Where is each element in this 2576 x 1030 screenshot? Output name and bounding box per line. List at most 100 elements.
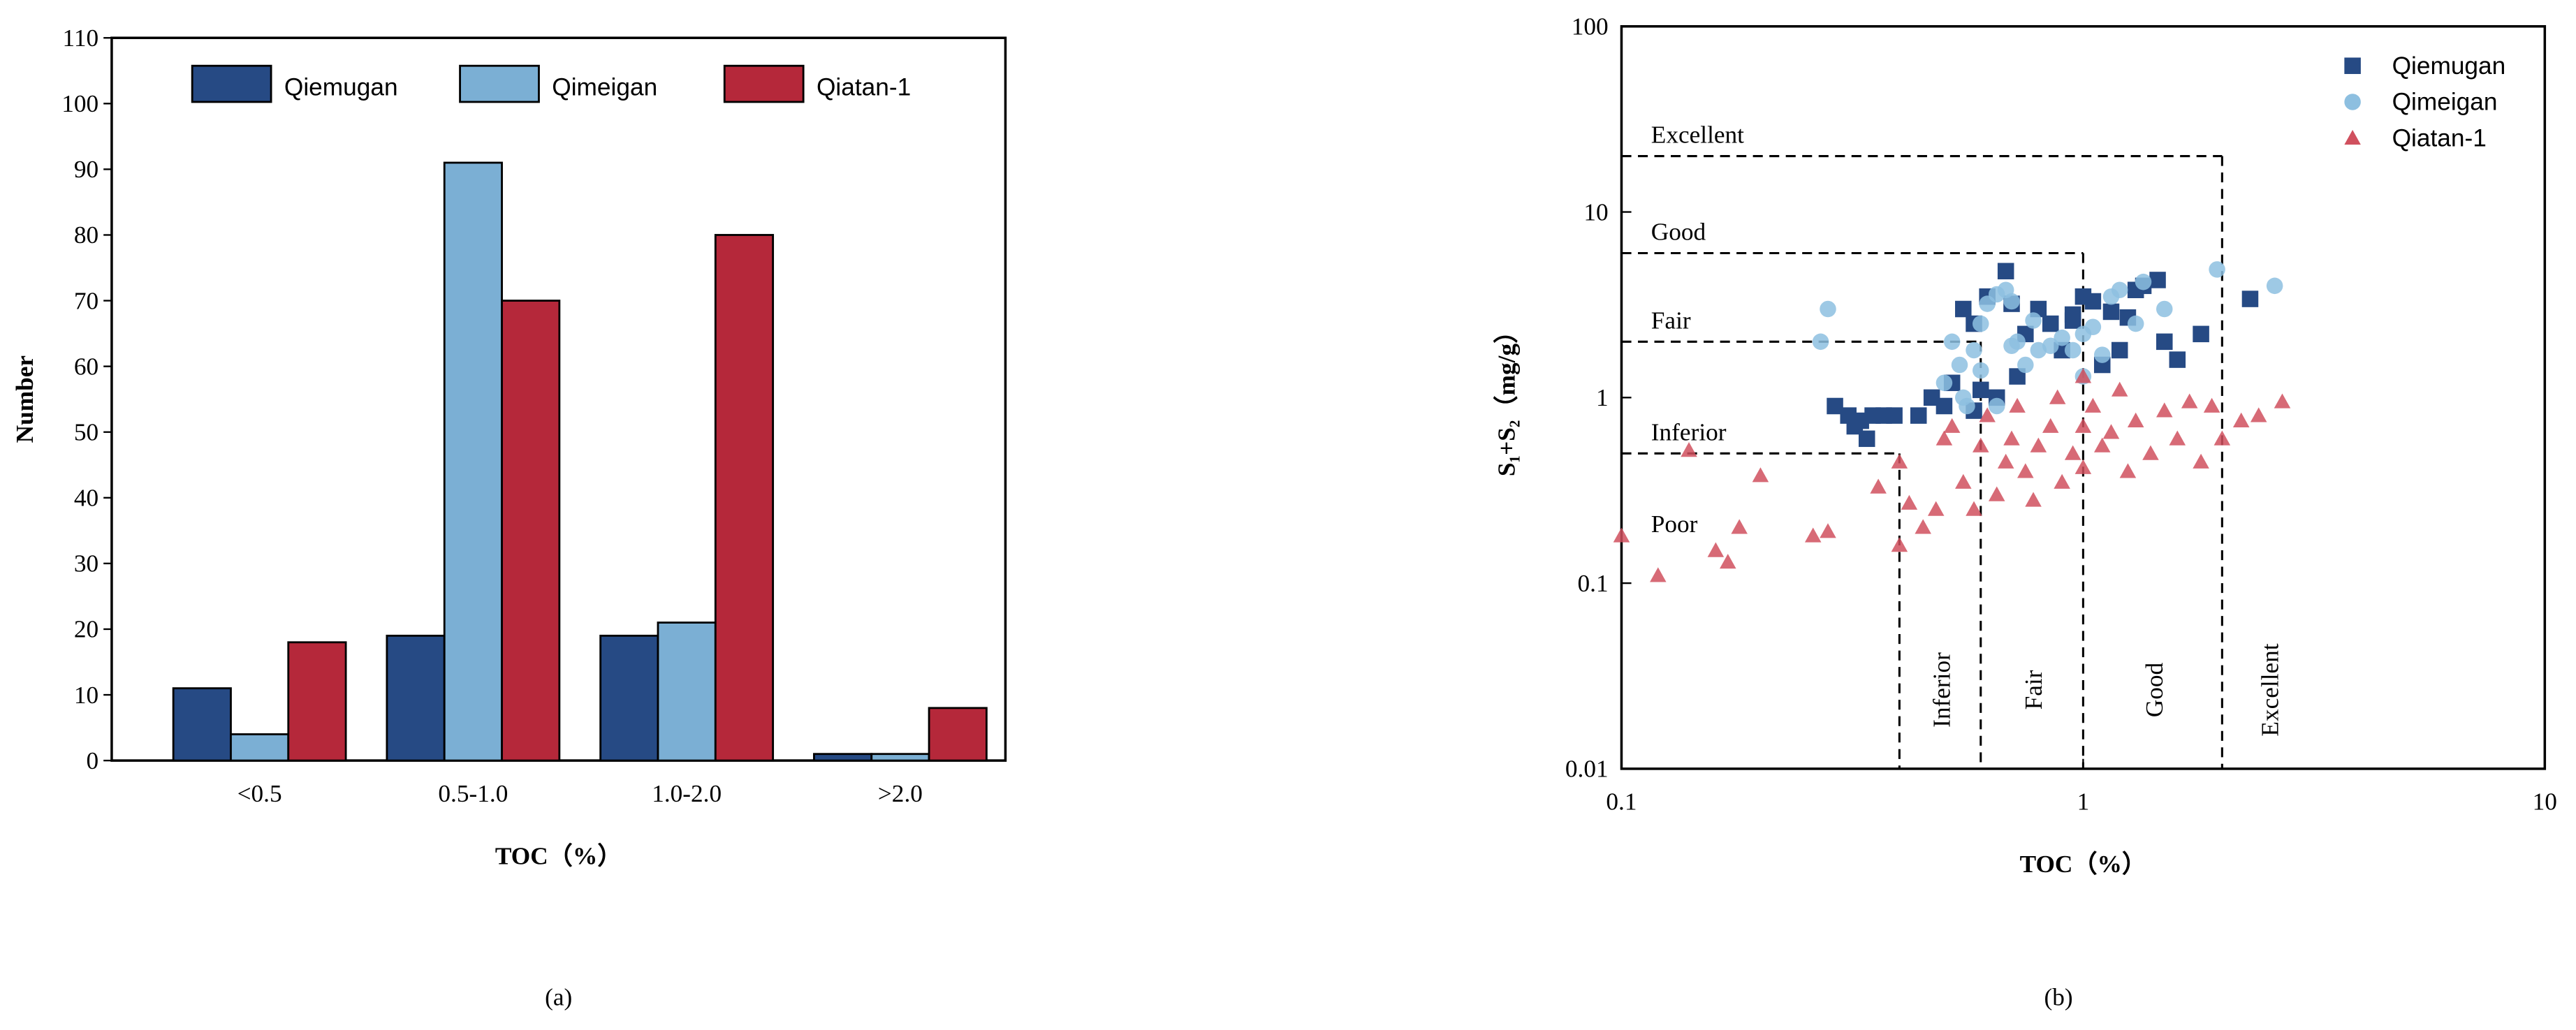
point <box>1915 519 1931 534</box>
point <box>2193 325 2209 343</box>
point <box>1858 430 1875 448</box>
legend-label: Qiemugan <box>284 74 398 101</box>
point <box>2142 445 2159 460</box>
point <box>2042 315 2059 332</box>
point <box>1935 397 1953 415</box>
bar <box>599 634 659 762</box>
point <box>2102 303 2120 321</box>
x-tick-label: <0.5 <box>237 780 282 807</box>
point <box>1943 418 1961 433</box>
point <box>1979 407 1996 422</box>
y-tick-label: 100 <box>1572 13 1609 41</box>
legend-swatch <box>723 64 805 103</box>
point <box>1973 381 1989 399</box>
point <box>1997 263 2014 280</box>
y-tick-label: 0.1 <box>1578 570 1609 597</box>
y-tick-label: 90 <box>74 156 98 183</box>
point <box>1955 473 1972 489</box>
bar <box>714 234 775 762</box>
point <box>2119 463 2137 478</box>
point <box>1966 341 1982 359</box>
x-axis-title: TOC（%） <box>2020 851 2147 878</box>
bar <box>287 641 347 762</box>
bar <box>870 753 930 762</box>
class-label: Excellent <box>2256 643 2283 736</box>
point <box>2084 397 2102 413</box>
point <box>1959 397 1975 415</box>
point <box>1973 437 1989 453</box>
point <box>2169 351 2186 368</box>
y-axis-title: S₁+S₂（mg/g） <box>1493 319 1521 476</box>
bar <box>928 707 988 762</box>
point <box>1870 478 1887 494</box>
y-tick-label: 0.01 <box>1565 756 1609 783</box>
point <box>1943 333 1961 351</box>
legend-label: Qimeigan <box>2392 89 2498 116</box>
legend-label: Qimeigan <box>552 74 657 101</box>
class-label: Fair <box>2020 670 2047 709</box>
point <box>2042 337 2059 355</box>
y-tick-label: 80 <box>74 221 98 249</box>
point <box>2193 453 2209 469</box>
point <box>2064 341 2081 359</box>
y-tick-label: 20 <box>74 616 98 643</box>
bar <box>230 733 290 762</box>
x-tick-label: 1 <box>2077 788 2090 816</box>
point <box>1988 397 2005 415</box>
point <box>1935 374 1953 392</box>
point <box>2127 412 2144 427</box>
point <box>2074 368 2092 383</box>
point <box>2169 430 2186 446</box>
point <box>2149 272 2166 288</box>
point <box>2017 463 2034 478</box>
class-label: Inferior <box>1929 652 1956 728</box>
point <box>2135 273 2152 290</box>
point <box>2093 437 2111 453</box>
class-label: Good <box>2141 662 2168 717</box>
point <box>1997 453 2014 469</box>
point <box>1927 501 1945 516</box>
point <box>2156 300 2173 318</box>
point <box>1923 389 1940 406</box>
legend-label: Qiatan-1 <box>2392 124 2487 152</box>
bar <box>386 634 446 762</box>
point <box>2203 397 2220 413</box>
point <box>1650 567 1667 582</box>
point <box>1966 501 1982 516</box>
point <box>2009 368 2026 385</box>
point <box>1891 537 1908 552</box>
point <box>1681 442 1697 457</box>
point <box>1820 300 1836 318</box>
point <box>1951 356 1968 374</box>
y-tick-label: 60 <box>74 353 98 380</box>
legend-swatch <box>191 64 272 103</box>
point <box>1731 519 1748 534</box>
point <box>2025 312 2042 329</box>
class-label: Inferior <box>1651 419 1727 446</box>
y-tick-label: 70 <box>74 287 98 314</box>
point <box>1827 397 1843 415</box>
legend-marker <box>2344 57 2361 74</box>
y-tick-label: 1 <box>1596 384 1609 411</box>
x-axis-title: TOC（%） <box>495 842 622 869</box>
point <box>2209 261 2225 278</box>
point <box>1973 362 1989 379</box>
legend-label: Qiatan-1 <box>817 74 911 101</box>
point <box>1804 527 1822 543</box>
point <box>2274 393 2291 409</box>
panel-label: (b) <box>2044 984 2073 1011</box>
point <box>2156 333 2173 351</box>
y-tick-label: 0 <box>86 747 98 774</box>
point <box>2102 424 2120 439</box>
legend-marker <box>2344 94 2361 110</box>
point <box>1812 333 1829 351</box>
x-tick-label: 0.5-1.0 <box>438 780 508 807</box>
point <box>2009 397 2026 413</box>
point <box>2084 293 2102 310</box>
x-tick-label: 1.0-2.0 <box>652 780 722 807</box>
point <box>1910 407 1927 424</box>
y-tick-label: 40 <box>74 485 98 512</box>
point <box>2042 418 2059 433</box>
